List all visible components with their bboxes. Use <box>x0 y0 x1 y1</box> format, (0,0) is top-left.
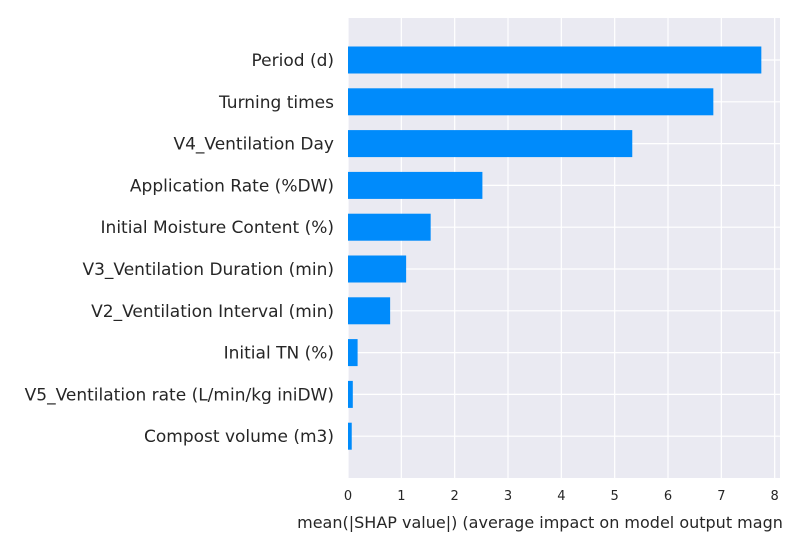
category-label: Compost volume (m3) <box>144 427 334 447</box>
bar <box>348 213 431 241</box>
category-labels: Period (d) Turning times V4_Ventilation Da… <box>25 51 334 447</box>
bar <box>348 297 391 325</box>
x-tick-label: 1 <box>397 489 405 504</box>
bar <box>348 380 353 408</box>
x-tick-label: 4 <box>557 489 565 504</box>
bar <box>348 422 352 450</box>
bars <box>348 46 762 450</box>
x-axis-title: mean(|SHAP value|) (average impact on mo… <box>297 513 783 532</box>
category-label: V2_Ventilation Interval (min) <box>91 302 334 322</box>
plot-background <box>348 18 780 478</box>
category-label: V4_Ventilation Day <box>173 135 334 155</box>
x-tick-labels: 0 1 2 3 4 5 6 7 8 <box>344 489 779 504</box>
category-label: V3_Ventilation Duration (min) <box>82 260 334 280</box>
bar <box>348 130 633 158</box>
category-label: Turning times <box>218 93 334 113</box>
x-tick-label: 0 <box>344 489 352 504</box>
x-tick-label: 2 <box>451 489 459 504</box>
bar <box>348 88 714 116</box>
category-label: V5_Ventilation rate (L/min/kg iniDW) <box>25 385 334 405</box>
bar <box>348 171 483 199</box>
x-tick-label: 8 <box>771 489 779 504</box>
x-tick-label: 7 <box>717 489 725 504</box>
category-label: Period (d) <box>252 51 334 71</box>
bar <box>348 46 762 74</box>
bar <box>348 255 407 283</box>
x-tick-label: 5 <box>611 489 619 504</box>
bar <box>348 339 358 367</box>
category-label: Initial TN (%) <box>224 344 334 364</box>
x-tick-label: 3 <box>504 489 512 504</box>
category-label: Application Rate (%DW) <box>130 176 334 196</box>
category-label: Initial Moisture Content (%) <box>101 218 334 238</box>
x-tick-label: 6 <box>664 489 672 504</box>
